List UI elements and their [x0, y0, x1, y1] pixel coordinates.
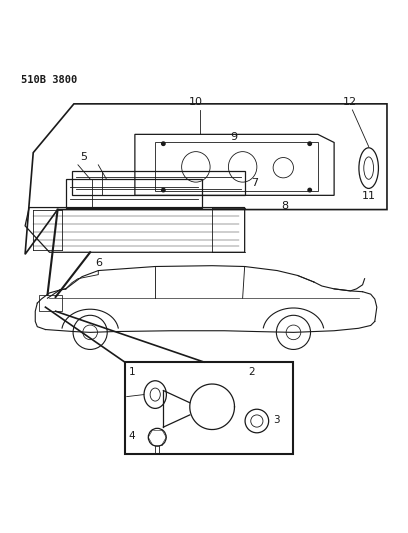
Circle shape — [307, 188, 312, 192]
Text: 7: 7 — [251, 178, 258, 188]
Text: 510B 3800: 510B 3800 — [21, 75, 77, 85]
Text: 1: 1 — [129, 367, 135, 377]
Circle shape — [307, 141, 312, 146]
Text: 4: 4 — [129, 431, 135, 441]
Bar — [39, 295, 62, 311]
Text: 5: 5 — [80, 151, 88, 161]
Circle shape — [161, 188, 166, 192]
Text: 8: 8 — [281, 201, 288, 212]
Bar — [125, 362, 293, 454]
Text: 6: 6 — [95, 259, 102, 269]
Text: 2: 2 — [249, 367, 255, 377]
Text: 3: 3 — [273, 415, 280, 425]
Circle shape — [161, 141, 166, 146]
Text: 11: 11 — [361, 191, 376, 201]
Text: 10: 10 — [189, 97, 203, 107]
Text: 9: 9 — [231, 133, 237, 142]
Text: 12: 12 — [342, 97, 357, 107]
